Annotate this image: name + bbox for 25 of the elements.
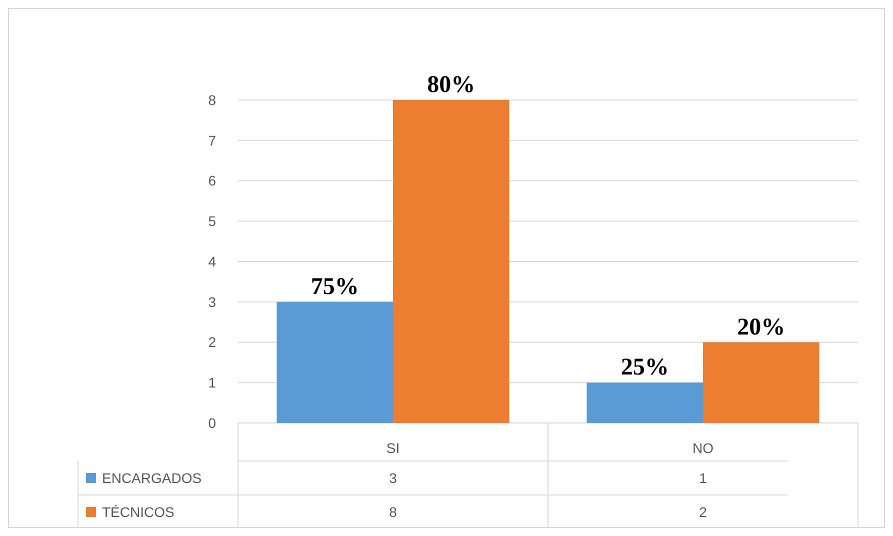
y-tick-label: 1	[208, 374, 216, 391]
data-label: 3	[389, 470, 398, 486]
data-label: 1	[699, 470, 708, 486]
y-tick-label: 5	[208, 213, 216, 230]
y-tick-label: 3	[208, 294, 216, 310]
y-tick-label: 0	[208, 414, 216, 431]
data-label: 8	[389, 504, 398, 520]
legend-label: TÉCNICOS	[102, 504, 174, 520]
bar	[276, 302, 393, 423]
bar	[703, 342, 820, 423]
y-tick-label: 8	[208, 92, 216, 108]
annotation: 25%	[620, 354, 669, 381]
data-label: 2	[699, 504, 708, 520]
bar	[586, 382, 703, 423]
annotation: 75%	[310, 274, 359, 300]
annotation: 20%	[737, 314, 786, 340]
y-tick-label: 6	[208, 172, 216, 189]
annotation: 80%	[427, 72, 476, 98]
x-tick-label: SI	[386, 440, 400, 456]
y-tick-label: 7	[208, 132, 216, 148]
y-tick-label: 4	[208, 253, 216, 270]
x-tick-label: NO	[692, 440, 714, 456]
legend-label: ENCARGADOS	[102, 470, 202, 486]
y-tick-label: 2	[208, 334, 216, 350]
bar	[393, 100, 510, 423]
